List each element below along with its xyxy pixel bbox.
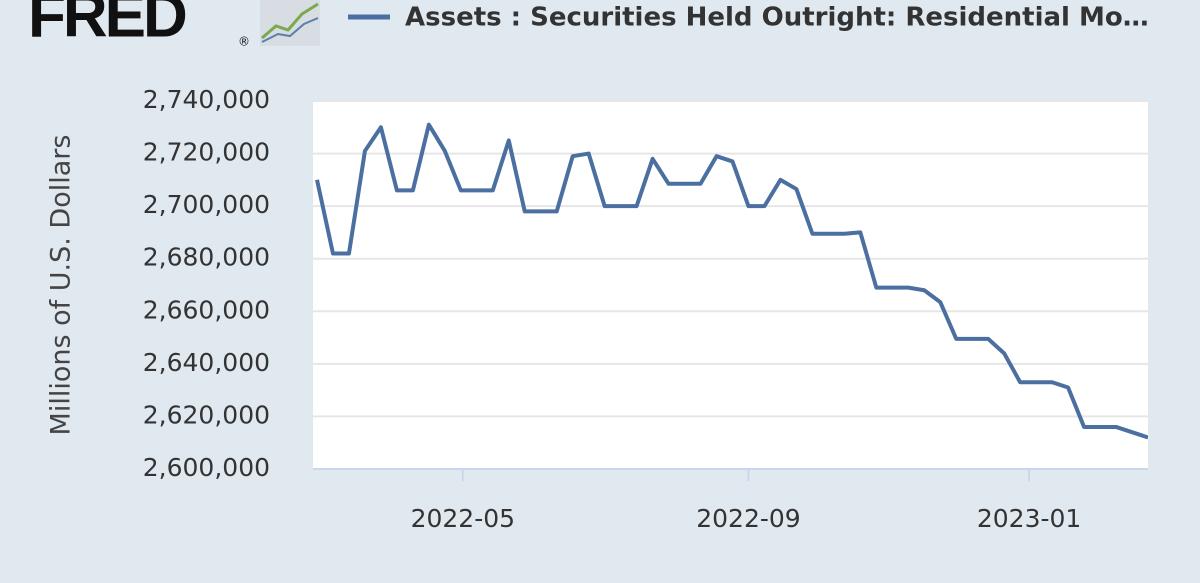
y-tick-label: 2,620,000: [143, 400, 270, 429]
legend-label: Assets : Securities Held Outright: Resid…: [405, 3, 1149, 33]
y-tick-label: 2,660,000: [143, 295, 270, 324]
y-tick-label: 2,640,000: [143, 348, 270, 377]
y-axis-label: Millions of U.S. Dollars: [46, 135, 77, 436]
y-tick-label: 2,680,000: [143, 243, 270, 272]
logo-mark: ®: [238, 35, 250, 49]
y-tick-label: 2,600,000: [143, 453, 270, 482]
x-tick-label: 2023-01: [977, 504, 1081, 533]
y-tick-label: 2,720,000: [143, 138, 270, 167]
logo-icon: [260, 0, 320, 46]
x-tick-label: 2022-05: [411, 504, 515, 533]
x-tick-label: 2022-09: [696, 504, 800, 533]
y-tick-label: 2,700,000: [143, 190, 270, 219]
plot-area: [313, 101, 1148, 469]
y-tick-label: 2,740,000: [143, 85, 270, 114]
data-line: [315, 122, 1148, 440]
logo: FRED: [28, 0, 186, 50]
